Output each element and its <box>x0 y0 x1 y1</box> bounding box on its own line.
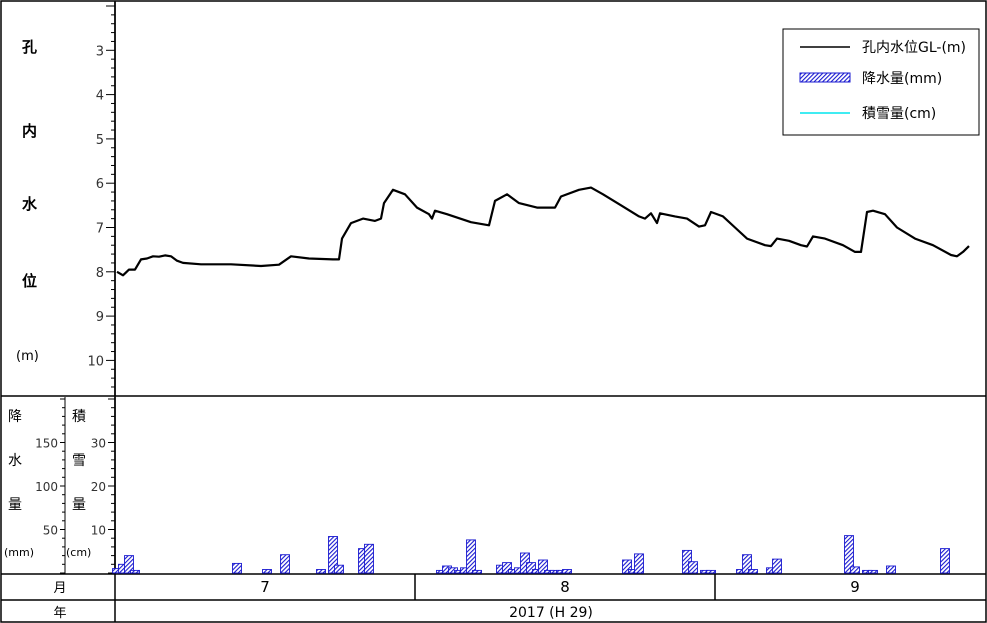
snow-label-char-0: 積 <box>72 409 86 425</box>
water-level-tick-10: 10 <box>87 354 104 369</box>
precip-bar-day-100 <box>706 569 716 574</box>
precip-bar-day-29 <box>280 554 290 574</box>
legend: 孔内水位GL-(m) 降水量(mm) 積雪量(cm) <box>782 28 980 136</box>
precip-bar-day-107 <box>748 569 758 574</box>
precip-bar-day-124 <box>850 566 860 574</box>
precip-snow-y-axes: 50 100 150 10 20 30 <box>35 397 116 574</box>
water-level-tick-4: 4 <box>96 89 104 104</box>
precip-bar-day-3 <box>124 555 134 574</box>
water-level-series <box>116 186 970 277</box>
water-level-tick-6: 6 <box>96 177 104 192</box>
year-row-label: 年 <box>53 606 66 621</box>
snow-tick-20: 20 <box>91 480 106 494</box>
precip-bar-day-21 <box>232 562 242 574</box>
water-level-label-char-3: 位 <box>22 272 37 290</box>
precip-bar-day-86 <box>622 559 632 574</box>
month-label-8: 8 <box>560 578 570 596</box>
precip-bar-day-26 <box>262 569 272 574</box>
precip-bar-day-37 <box>328 536 338 574</box>
snow-label-char-2: 量 <box>72 497 86 513</box>
water-level-tick-3: 3 <box>96 44 104 59</box>
precip-bar-day-106 <box>742 554 752 574</box>
precip-bar-day-61 <box>472 569 482 574</box>
precip-bar-day-4 <box>130 569 140 574</box>
precip-bar-day-76 <box>562 569 572 574</box>
precip-tick-150: 150 <box>35 437 58 451</box>
precip-bar-day-123 <box>844 535 854 574</box>
precip-tick-50: 50 <box>43 524 58 538</box>
precip-bar-day-111 <box>772 558 782 574</box>
precip-label-char-1: 水 <box>8 453 22 469</box>
snow-unit-label: (cm) <box>66 546 91 559</box>
water-level-tick-9: 9 <box>96 310 104 325</box>
snow-label-char-1: 雪 <box>72 453 86 469</box>
precip-bar-day-70 <box>526 562 536 574</box>
precip-bar-day-43 <box>364 543 374 574</box>
precipitation-bars <box>112 535 950 574</box>
month-row-label: 月 <box>53 581 66 596</box>
precip-bar-day-66 <box>502 562 512 574</box>
month-label-9: 9 <box>850 578 860 596</box>
legend-label-snow: 積雪量(cm) <box>862 106 936 122</box>
water-level-label-char-1: 内 <box>22 122 37 140</box>
precip-bar-day-127 <box>868 569 878 574</box>
precip-label-char-0: 降 <box>8 409 22 425</box>
month-label-7: 7 <box>260 578 270 596</box>
water-level-label-char-0: 孔 <box>22 38 37 56</box>
water-level-axis-label: 孔内水位 (m) <box>16 38 39 364</box>
water-level-y-axis: 3 4 5 6 7 8 9 10 <box>87 2 116 396</box>
precip-tick-100: 100 <box>35 480 58 494</box>
water-level-tick-5: 5 <box>96 133 104 148</box>
legend-label-precipitation: 降水量(mm) <box>862 71 942 87</box>
precip-bar-day-88 <box>634 553 644 574</box>
water-level-label-char-2: 水 <box>22 195 38 213</box>
precip-bar-day-35 <box>316 569 326 574</box>
precip-unit-label: (mm) <box>4 546 34 559</box>
precip-snow-axis-labels: 降水量 (mm) 積雪量 (cm) <box>4 409 91 559</box>
precip-bar-day-60 <box>466 539 476 574</box>
legend-hatch-swatch-precipitation <box>799 72 851 83</box>
precip-bar-day-97 <box>688 561 698 574</box>
precip-label-char-2: 量 <box>8 497 22 513</box>
snow-tick-30: 30 <box>91 437 106 451</box>
precip-bar-day-38 <box>334 564 344 574</box>
water-level-label-char-4: (m) <box>16 349 39 364</box>
water-level-tick-7: 7 <box>96 222 104 237</box>
water-level-line <box>116 186 970 277</box>
precip-bar-day-139 <box>940 548 950 574</box>
precip-bar-day-72 <box>538 559 548 574</box>
water-level-tick-8: 8 <box>96 266 104 281</box>
year-label: 2017 (H 29) <box>509 605 593 621</box>
legend-label-water-level: 孔内水位GL-(m) <box>862 40 966 56</box>
precip-bar-day-130 <box>886 565 896 574</box>
snow-tick-10: 10 <box>91 524 106 538</box>
